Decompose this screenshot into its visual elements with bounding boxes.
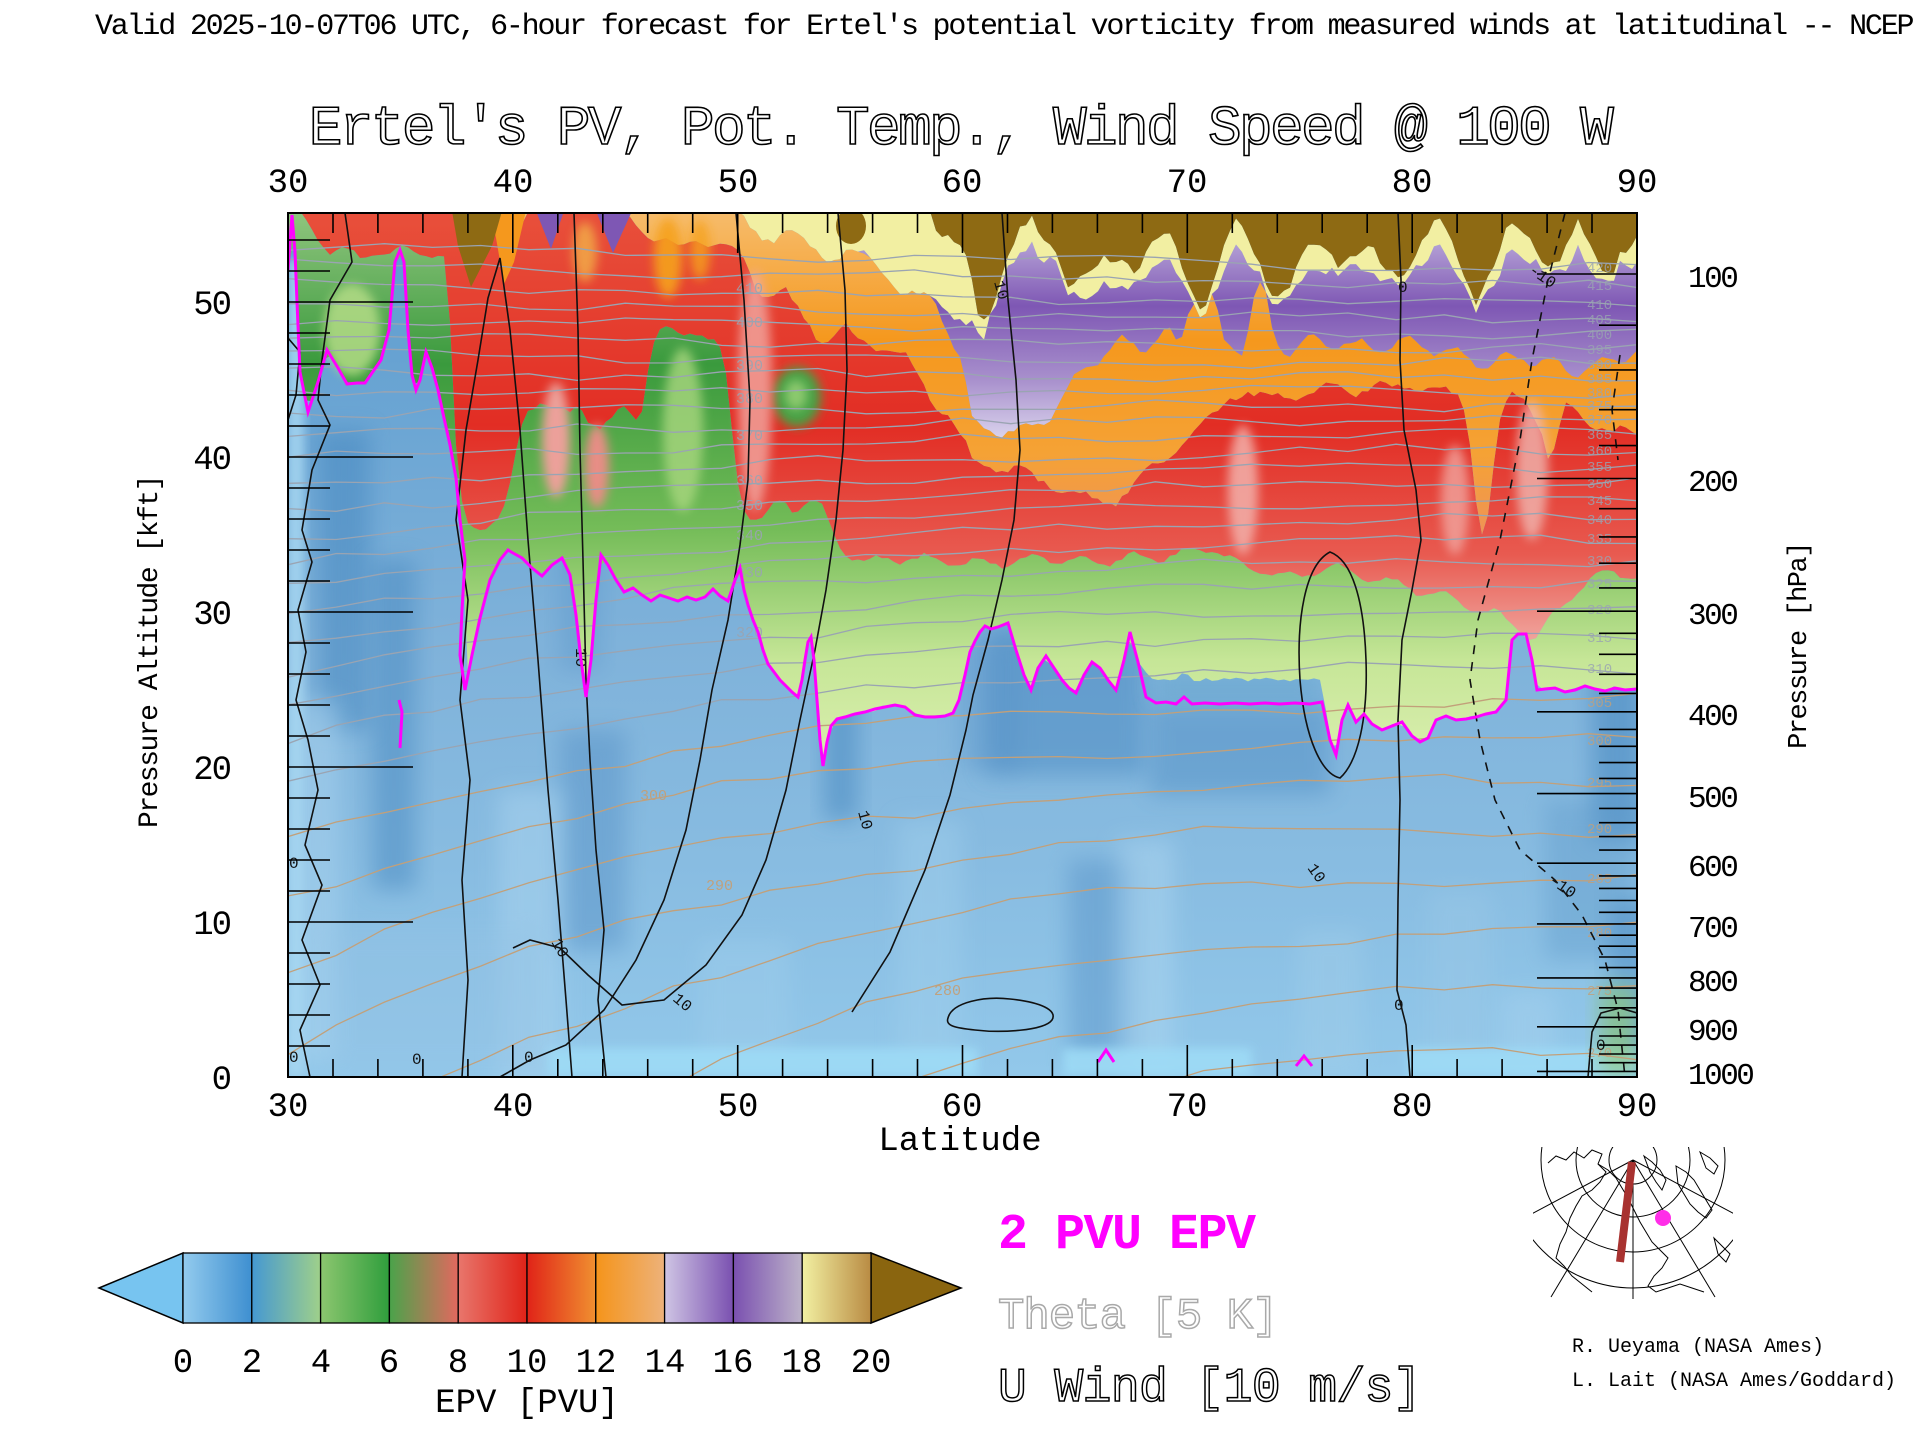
- svg-text:4: 4: [311, 1345, 331, 1383]
- svg-text:Ertel's PV, Pot. Temp., Wind S: Ertel's PV, Pot. Temp., Wind Speed @ 100…: [309, 97, 1614, 161]
- svg-text:280: 280: [934, 983, 961, 1000]
- svg-text:600: 600: [1688, 851, 1737, 886]
- svg-text:16: 16: [713, 1345, 754, 1383]
- svg-text:340: 340: [736, 528, 763, 545]
- svg-text:400: 400: [736, 315, 763, 332]
- svg-text:0: 0: [1596, 1037, 1606, 1055]
- svg-text:70: 70: [1167, 165, 1208, 203]
- svg-text:90: 90: [1617, 1089, 1658, 1127]
- svg-text:0: 0: [289, 1049, 299, 1067]
- svg-text:1000: 1000: [1688, 1059, 1753, 1094]
- svg-text:280: 280: [1587, 926, 1612, 942]
- svg-text:0: 0: [1394, 997, 1404, 1015]
- svg-text:315: 315: [1587, 631, 1612, 647]
- svg-text:Pressure [hPa]: Pressure [hPa]: [1785, 543, 1815, 749]
- svg-text:380: 380: [1587, 386, 1612, 402]
- svg-text:360: 360: [736, 473, 763, 490]
- svg-text:Valid 2025-10-07T06 UTC, 6-hou: Valid 2025-10-07T06 UTC, 6-hour forecast…: [95, 10, 1914, 44]
- svg-text:200: 200: [1688, 466, 1737, 501]
- svg-text:U Wind [10 m/s]: U Wind [10 m/s]: [998, 1362, 1421, 1416]
- svg-text:Theta [5 K]: Theta [5 K]: [998, 1292, 1277, 1342]
- svg-text:10: 10: [989, 279, 1011, 302]
- svg-text:2: 2: [242, 1345, 262, 1383]
- svg-text:375: 375: [1587, 399, 1612, 415]
- svg-text:370: 370: [1587, 413, 1612, 429]
- svg-text:345: 345: [1587, 494, 1612, 510]
- svg-text:10: 10: [507, 1345, 548, 1383]
- svg-text:310: 310: [1587, 662, 1612, 678]
- svg-text:410: 410: [736, 281, 763, 298]
- svg-text:12: 12: [576, 1345, 617, 1383]
- svg-text:900: 900: [1688, 1015, 1737, 1050]
- svg-text:30: 30: [193, 597, 230, 635]
- svg-text:60: 60: [942, 165, 983, 203]
- svg-text:100: 100: [1688, 262, 1737, 297]
- svg-text:400: 400: [1587, 328, 1612, 344]
- svg-text:40: 40: [493, 165, 534, 203]
- svg-text:70: 70: [1167, 1089, 1208, 1127]
- svg-text:0: 0: [173, 1345, 193, 1383]
- svg-text:18: 18: [782, 1345, 823, 1383]
- svg-text:290: 290: [706, 878, 733, 895]
- svg-text:50: 50: [718, 1089, 759, 1127]
- svg-text:14: 14: [645, 1345, 686, 1383]
- svg-text:0: 0: [1398, 279, 1408, 297]
- svg-text:395: 395: [1587, 343, 1612, 359]
- svg-text:330: 330: [1587, 554, 1612, 570]
- svg-text:365: 365: [1587, 428, 1612, 444]
- svg-text:2 PVU EPV: 2 PVU EPV: [998, 1207, 1256, 1264]
- svg-text:400: 400: [1688, 700, 1737, 735]
- svg-text:415: 415: [1587, 279, 1612, 295]
- svg-text:410: 410: [1587, 298, 1612, 314]
- svg-text:350: 350: [736, 498, 763, 515]
- svg-text:R. Ueyama (NASA Ames): R. Ueyama (NASA Ames): [1572, 1336, 1824, 1359]
- svg-text:8: 8: [448, 1345, 468, 1383]
- svg-text:20: 20: [851, 1345, 892, 1383]
- svg-text:295: 295: [1587, 776, 1612, 792]
- svg-text:335: 335: [1587, 532, 1612, 548]
- svg-text:Latitude: Latitude: [878, 1123, 1041, 1161]
- svg-text:340: 340: [1587, 513, 1612, 529]
- svg-text:305: 305: [1587, 696, 1612, 712]
- svg-text:90: 90: [1617, 165, 1658, 203]
- svg-text:300: 300: [1688, 599, 1737, 634]
- svg-text:30: 30: [268, 165, 309, 203]
- svg-text:40: 40: [493, 1089, 534, 1127]
- svg-text:80: 80: [1392, 1089, 1433, 1127]
- svg-text:30: 30: [268, 1089, 309, 1127]
- svg-text:385: 385: [1587, 372, 1612, 388]
- svg-text:0: 0: [289, 855, 299, 873]
- svg-text:0: 0: [412, 1051, 422, 1069]
- svg-text:300: 300: [640, 788, 667, 805]
- svg-text:390: 390: [736, 358, 763, 375]
- svg-text:80: 80: [1392, 165, 1433, 203]
- svg-text:L. Lait (NASA Ames/Goddard): L. Lait (NASA Ames/Goddard): [1572, 1370, 1896, 1393]
- svg-text:EPV [PVU]: EPV [PVU]: [435, 1385, 619, 1423]
- svg-text:6: 6: [379, 1345, 399, 1383]
- svg-text:50: 50: [718, 165, 759, 203]
- svg-text:405: 405: [1587, 313, 1612, 329]
- svg-text:500: 500: [1688, 782, 1737, 817]
- svg-text:0: 0: [524, 1049, 534, 1067]
- svg-text:700: 700: [1688, 912, 1737, 947]
- svg-text:10: 10: [853, 809, 875, 832]
- svg-text:325: 325: [1587, 577, 1612, 593]
- svg-text:290: 290: [1587, 822, 1612, 838]
- svg-text:350: 350: [1587, 477, 1612, 493]
- svg-text:285: 285: [1587, 872, 1612, 888]
- svg-text:Pressure Altitude [kft]: Pressure Altitude [kft]: [135, 476, 166, 828]
- svg-text:20: 20: [193, 752, 230, 790]
- svg-text:50: 50: [193, 287, 230, 325]
- svg-text:300: 300: [1587, 734, 1612, 750]
- svg-text:40: 40: [193, 442, 230, 480]
- svg-text:360: 360: [1587, 444, 1612, 460]
- svg-text:60: 60: [942, 1089, 983, 1127]
- svg-text:355: 355: [1587, 460, 1612, 476]
- svg-text:420: 420: [1587, 261, 1612, 277]
- svg-text:10: 10: [193, 907, 230, 945]
- svg-text:0: 0: [212, 1062, 231, 1100]
- svg-text:800: 800: [1688, 966, 1737, 1001]
